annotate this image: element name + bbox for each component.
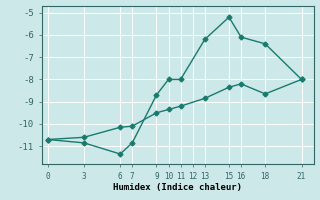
X-axis label: Humidex (Indice chaleur): Humidex (Indice chaleur)	[113, 183, 242, 192]
